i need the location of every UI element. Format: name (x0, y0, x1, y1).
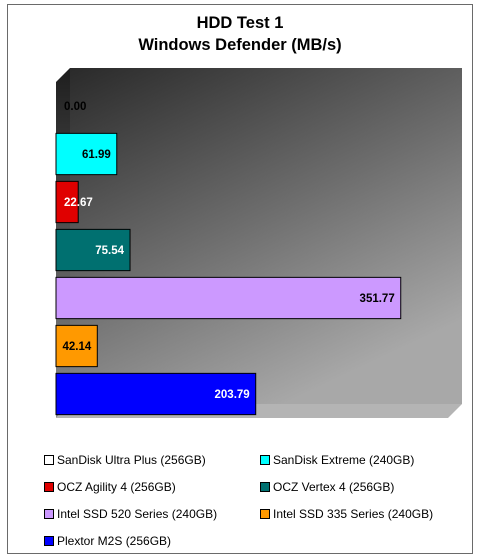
legend-item: OCZ Vertex 4 (256GB) (260, 476, 460, 498)
data-label: 351.77 (360, 293, 395, 305)
legend-label: Intel SSD 520 Series (240GB) (57, 507, 218, 521)
legend-item: Intel SSD 335 Series (240GB) (260, 503, 460, 525)
bar (55, 180, 79, 224)
bars (55, 132, 402, 416)
bar (55, 276, 402, 320)
legend-label: OCZ Agility 4 (256GB) (57, 480, 176, 494)
legend-swatch (44, 482, 54, 492)
legend-swatch (260, 455, 270, 465)
data-label: 75.54 (95, 245, 124, 257)
legend-item: SanDisk Extreme (240GB) (260, 449, 460, 471)
legend-label: Intel SSD 335 Series (240GB) (273, 507, 434, 521)
data-label: 61.99 (82, 149, 111, 161)
legend-item: Intel SSD 520 Series (240GB) (44, 503, 260, 525)
legend-swatch (260, 482, 270, 492)
legend: SanDisk Ultra Plus (256GB) SanDisk Extrem… (44, 449, 464, 552)
bar (55, 132, 118, 176)
plot-back-wall (70, 68, 462, 404)
legend-label: Plextor M2S (256GB) (57, 534, 172, 548)
data-label: 203.79 (215, 389, 250, 401)
data-label: 0.00 (64, 101, 86, 113)
bar (55, 324, 98, 368)
chart-subtitle: Windows Defender (MB/s) (138, 36, 342, 54)
bar (55, 228, 131, 272)
legend-item: Plextor M2S (256GB) (44, 530, 260, 552)
legend-item: OCZ Agility 4 (256GB) (44, 476, 260, 498)
bar (55, 372, 257, 416)
data-label: 42.14 (63, 341, 92, 353)
legend-swatch (260, 509, 270, 519)
chart-title: HDD Test 1 (196, 14, 284, 32)
legend-label: OCZ Vertex 4 (256GB) (273, 480, 395, 494)
data-label: 22.67 (64, 197, 93, 209)
legend-swatch (44, 509, 54, 519)
legend-label: SanDisk Extreme (240GB) (273, 453, 415, 467)
legend-swatch (44, 455, 54, 465)
legend-swatch (44, 536, 54, 546)
legend-item: SanDisk Ultra Plus (256GB) (44, 449, 260, 471)
data-labels: 0.00 61.99 22.67 75.54 351.77 42.14 203.79 (63, 101, 395, 401)
legend-label: SanDisk Ultra Plus (256GB) (57, 453, 206, 467)
